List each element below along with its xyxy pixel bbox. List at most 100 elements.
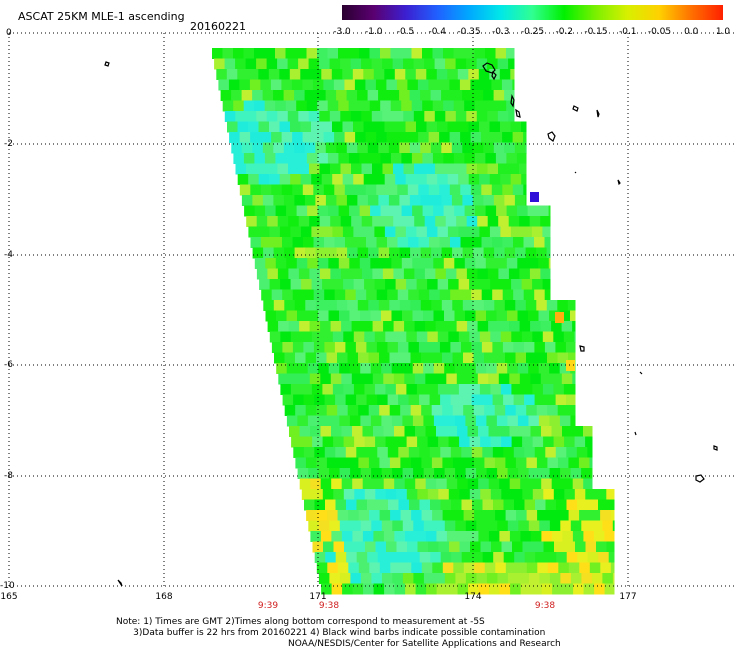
swath-cell [319,268,331,280]
swath-cell [319,58,331,70]
swath-cell [244,205,256,217]
swath-cell [447,583,459,595]
swath-cell [490,436,502,448]
swath-cell [587,552,599,563]
swath-cell [412,258,424,269]
swath-cell [412,415,424,427]
swath-cell [487,163,499,175]
swath-cell [262,90,274,101]
island-outline [713,445,718,451]
swath-cell [279,174,291,185]
swath-cell [343,436,355,448]
swath-cell [570,310,576,322]
swath-cell [553,331,565,343]
swath-cell [563,384,575,395]
swath-cell [335,499,347,511]
swath-cell [281,132,293,143]
swath-cell [385,436,397,448]
swath-cell [298,111,310,122]
swath-cell [502,342,514,353]
swath-cell [492,342,504,353]
swath-cell [497,111,509,122]
swath-cell [277,58,289,70]
swath-cell [449,541,460,553]
swath-cell [309,321,321,332]
swath-cell [379,405,391,416]
swath-cell [503,394,515,406]
swath-cell [316,457,328,469]
swath-cell [445,111,457,122]
swath-cell [474,510,486,521]
swath-cell [379,352,390,364]
swath-cell [286,363,298,374]
swath-cell [294,300,306,311]
swath-cell [375,489,387,500]
swath-cell [464,48,475,59]
swath-cell [467,531,479,542]
swath-cell [435,163,446,175]
swath-cell [501,79,513,91]
swath-cell [392,573,404,584]
swath-cell [299,373,311,385]
swath-cell [429,342,441,353]
swath-cell [360,363,372,374]
island-outline [579,345,585,352]
swath-cell [486,468,498,479]
swath-cell [254,205,266,217]
swath-cell [273,142,285,154]
swath-cell [276,363,288,374]
swath-cell [552,583,564,595]
swath-cell [505,510,517,521]
swath-cell [333,541,345,553]
swath-cell [414,163,425,175]
swath-cell [360,468,372,479]
swath-cell [386,132,398,143]
swath-cell [454,310,466,322]
swath-cell [352,531,364,542]
swath-cell [305,352,317,364]
lat-tick: -10 [0,581,15,591]
swath-cell [392,468,404,479]
swath-cell [266,58,278,70]
swath-cell [447,226,459,238]
swath-cell [484,457,496,469]
swath-cell [518,468,530,479]
swath-cell [390,100,402,112]
swath-cell [299,426,311,437]
swath-cell [337,405,349,416]
swath-cell [529,216,541,227]
swath-cell [433,363,445,374]
swath-cell [264,48,276,59]
swath-cell [549,468,561,479]
swath-cell [566,447,578,458]
swath-cell [500,174,512,185]
swath-cell [393,216,405,227]
swath-cell [381,310,392,322]
swath-cell [359,48,370,59]
swath-cell [331,69,343,80]
swath-cell [248,226,260,238]
swath-cell [598,499,609,511]
swath-cell [540,268,551,280]
swath-cell [398,447,410,458]
swath-cell [426,69,438,80]
swath-cell [422,100,434,112]
swath-cell [432,100,444,112]
swath-cell [243,153,255,164]
swath-cell [421,457,433,469]
swath-cell [409,90,421,101]
swath-cell [497,573,509,584]
swath-cell [512,541,523,553]
swath-cell [231,142,243,154]
swath-cell [381,573,393,584]
swath-cell [466,111,478,122]
swath-cell [285,100,297,112]
swath-cell [457,69,469,80]
swath-cell [508,163,520,175]
swath-cell [297,310,308,322]
swath-cell [545,552,557,563]
swath-cell [559,310,571,322]
swath-cell [503,447,515,458]
swath-cell [390,510,402,521]
swath-cell [277,268,289,280]
